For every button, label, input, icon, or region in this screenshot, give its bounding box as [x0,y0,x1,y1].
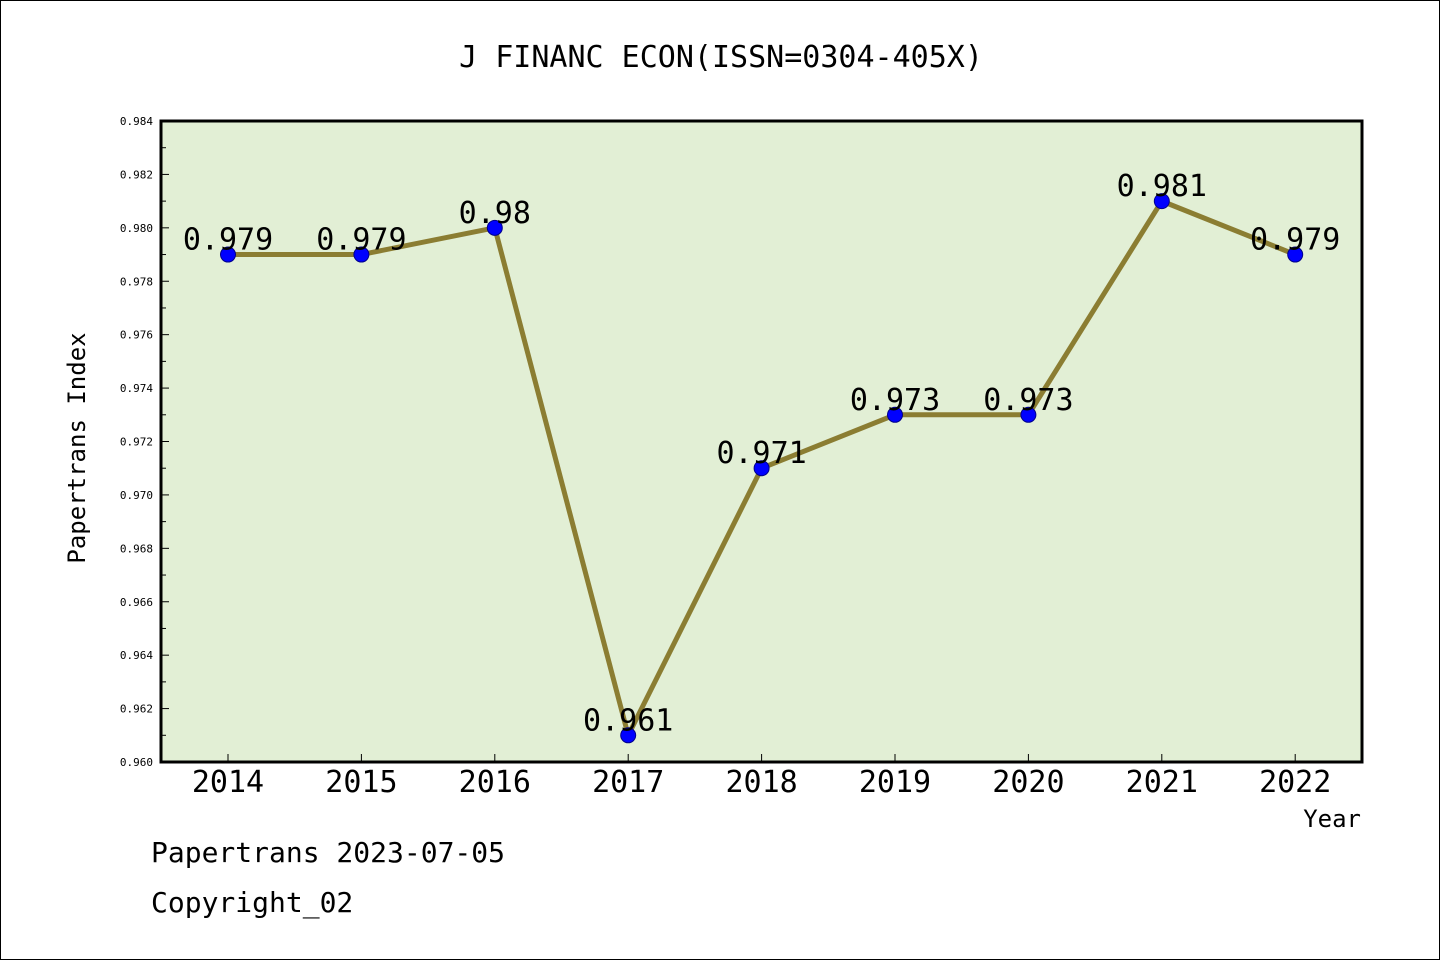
data-label: 0.98 [459,196,531,231]
x-tick-label: 2019 [859,765,931,800]
data-point [486,219,503,236]
y-tick-label: 0.974 [120,382,153,395]
x-tick-label: 2016 [459,765,531,800]
footer-date: Papertrans 2023-07-05 [151,836,506,869]
y-tick-label: 0.964 [120,649,153,662]
data-label: 0.979 [1250,223,1340,258]
data-label: 0.979 [183,223,273,258]
data-point [1287,246,1304,263]
x-tick-label: 2017 [592,765,664,800]
y-tick-label: 0.962 [120,703,153,716]
data-label: 0.971 [716,436,806,471]
data-point [753,460,770,477]
data-label: 0.979 [316,223,406,258]
y-tick-label: 0.980 [120,222,153,235]
y-tick-label: 0.968 [120,542,153,555]
x-tick-label: 2018 [725,765,797,800]
y-tick-label: 0.970 [120,489,153,502]
data-point [220,246,236,263]
data-label: 0.973 [983,383,1073,418]
x-tick-label: 2022 [1259,765,1331,800]
data-label: 0.961 [583,703,673,738]
y-tick-label: 0.966 [120,596,153,609]
y-axis-label: Papertrans Index [63,332,91,563]
y-tick-label: 0.976 [120,329,153,342]
y-tick-label: 0.972 [120,436,153,449]
footer-copyright: Copyright_02 [151,886,354,919]
x-tick-label: 2015 [325,765,397,800]
plot-area [159,119,1364,764]
data-point [1020,406,1037,423]
y-tick-label: 0.978 [120,275,153,288]
series-line: 0.979 0.979 0.98 0.961 0.971 0.973 0.973 0.981 0… [183,169,1340,744]
x-tick-label: 2021 [1126,765,1198,800]
data-point [353,246,370,263]
data-label: 0.981 [1117,169,1207,204]
y-tick-label: 0.960 [120,756,153,769]
data-point [1153,193,1170,210]
data-point [887,406,903,423]
y-axis: 0.960 0.962 0.964 0.966 0.968 0.970 0.972 0.974… [120,115,169,769]
x-tick-label: 2020 [992,765,1064,800]
data-label: 0.973 [850,383,940,418]
data-point [620,727,637,744]
x-tick-label: 2014 [192,765,264,800]
x-axis: 2014 2015 2016 2017 2018 2019 2020 2021 2022 [192,754,1331,800]
x-axis-label: Year [1303,805,1361,833]
y-tick-label: 0.984 [120,115,153,128]
chart-title: J FINANC ECON(ISSN=0304-405X) [459,40,983,75]
y-tick-label: 0.982 [120,168,153,181]
